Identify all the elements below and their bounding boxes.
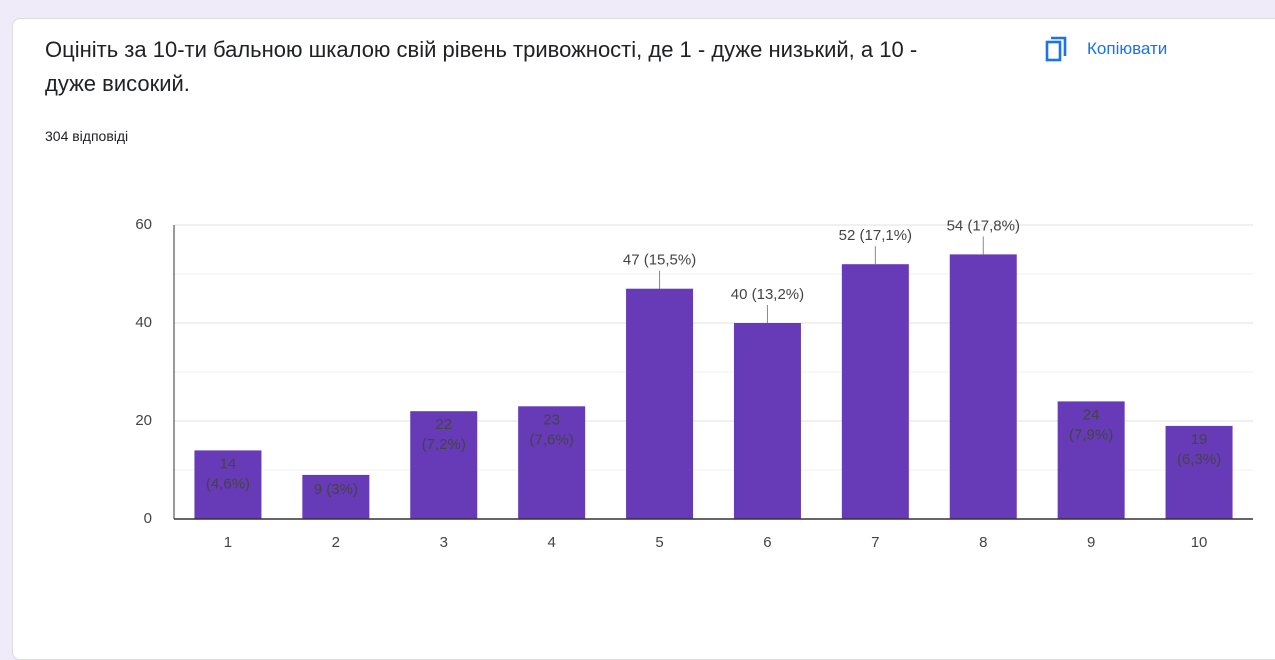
value-label: 54 (17,8%)	[947, 217, 1020, 234]
bar	[841, 264, 909, 519]
bar	[949, 254, 1017, 519]
x-tick-label: 9	[1087, 534, 1095, 551]
response-count: 304 відповіді	[45, 128, 129, 144]
x-tick-label: 7	[871, 534, 879, 551]
value-label: 40 (13,2%)	[731, 286, 804, 303]
copy-button[interactable]: Копіювати	[1045, 36, 1167, 62]
bar	[410, 411, 478, 519]
x-tick-label: 3	[440, 534, 448, 551]
x-tick-label: 4	[547, 534, 555, 551]
value-label: 47 (15,5%)	[623, 252, 696, 269]
bar	[518, 406, 586, 519]
y-tick-label: 20	[135, 412, 152, 429]
value-label: 23 (7,6%)	[530, 411, 574, 448]
copy-label: Копіювати	[1087, 39, 1168, 58]
chart: 0 20 40 60 1 14 (4,6%) 2 9 (3%) 3 22 (7,2%) 4 23 (7,6%…	[135, 216, 1253, 551]
value-label: 19 (6,3%)	[1177, 431, 1221, 468]
bar	[1057, 401, 1125, 519]
value-label: 24 (7,9%)	[1069, 406, 1113, 443]
x-tick-label: 2	[332, 534, 340, 551]
value-label: 52 (17,1%)	[839, 227, 912, 244]
bar	[626, 288, 694, 519]
x-tick-label: 5	[655, 534, 663, 551]
bar	[733, 323, 801, 519]
value-label: 22 (7,2%)	[422, 416, 466, 453]
question-title: Оцініть за 10-ти бальною шкалою свій рів…	[45, 37, 918, 96]
bar	[1165, 425, 1233, 519]
y-tick-label: 0	[144, 510, 152, 527]
y-tick-label: 60	[135, 216, 152, 233]
x-tick-label: 8	[979, 534, 987, 551]
x-tick-label: 1	[224, 534, 232, 551]
page: Оцініть за 10-ти бальною шкалою свій рів…	[12, 18, 1275, 660]
value-label: 14 (4,6%)	[206, 455, 250, 492]
copy-icon	[1045, 36, 1067, 62]
value-label: 9 (3%)	[314, 481, 358, 498]
x-tick-label: 10	[1191, 534, 1208, 551]
y-tick-label: 40	[135, 314, 152, 331]
bar	[302, 474, 370, 519]
x-tick-label: 6	[763, 534, 771, 551]
bar	[194, 450, 262, 519]
